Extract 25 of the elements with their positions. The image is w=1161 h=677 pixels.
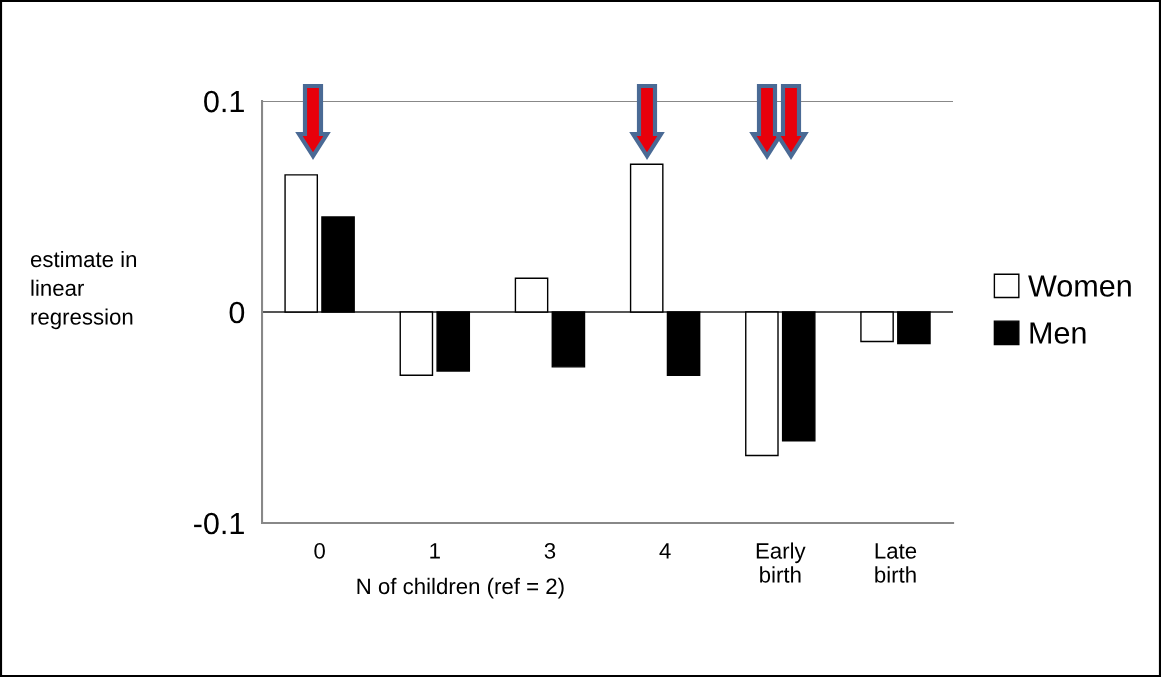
x-tick-label: 3 [544,543,556,559]
bar [436,311,471,372]
bar [781,311,816,442]
x-tick-label: Early birth [756,542,806,583]
y-tick-label: -0.1 [194,512,244,535]
bar [666,311,701,376]
y-tick-label: 0.1 [204,90,244,113]
bar [860,311,894,343]
x-tick-label: 4 [659,543,671,559]
x-tick-label: Late birth [875,543,917,583]
bar [284,174,319,313]
bar [514,277,549,313]
x-tick-label: 1 [430,543,440,559]
bar [399,311,434,376]
x-tick-label: 0 [314,543,325,559]
y-tick-label: 0 [229,301,245,324]
y-axis-title: estimate in linear regression [30,250,137,330]
bar [551,311,586,368]
bar [897,311,931,345]
x-axis-title: N of children (ref = 2) [357,577,564,599]
legend-label: Women [1028,275,1131,297]
bar [321,216,355,313]
legend-label: Men [1030,322,1086,344]
bar [745,311,779,457]
bar [629,163,664,313]
